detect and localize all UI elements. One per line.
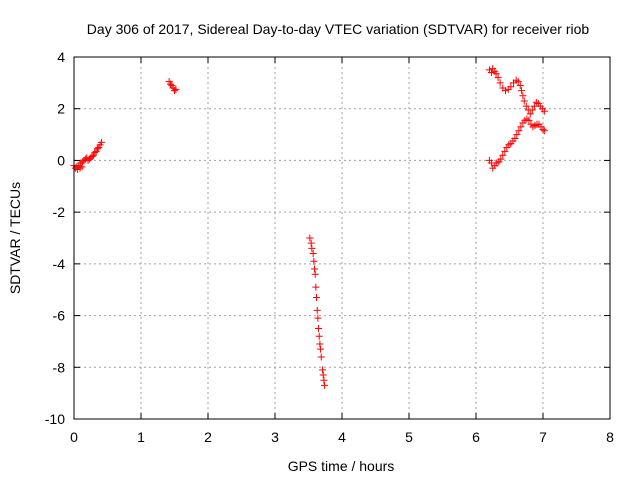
y-tick-label: 4: [57, 49, 65, 65]
data-point: [307, 239, 315, 247]
data-point: [516, 81, 524, 89]
data-point: [311, 265, 319, 273]
axis-ticks: [73, 56, 611, 420]
y-tick-label: -6: [53, 308, 66, 324]
data-points: [70, 65, 548, 389]
data-point: [497, 155, 505, 163]
y-tick-label: -4: [53, 256, 66, 272]
data-point: [496, 79, 504, 87]
data-point: [97, 138, 105, 146]
grid-lines: [74, 57, 610, 419]
x-tick-label: 6: [472, 429, 480, 445]
plot-frame: [73, 56, 611, 420]
data-point: [314, 314, 322, 322]
data-point: [311, 270, 319, 278]
x-tick-label: 8: [606, 429, 614, 445]
data-point: [315, 325, 323, 332]
data-point: [507, 83, 515, 91]
data-point: [309, 250, 317, 258]
data-point: [515, 127, 523, 135]
data-point: [517, 123, 525, 131]
data-point: [518, 87, 526, 95]
x-tick-label: 1: [137, 429, 145, 445]
data-point: [540, 107, 548, 115]
data-point: [166, 80, 174, 88]
data-point: [317, 353, 325, 361]
data-point: [487, 69, 495, 77]
data-point: [525, 116, 533, 124]
y-tick-labels: -10 -8 -6 -4 -2 0 2 4: [45, 49, 65, 427]
data-point: [522, 102, 530, 110]
data-point: [78, 163, 86, 171]
data-point: [530, 102, 538, 110]
x-tick-labels: 0 1 2 3 4 5 6 7 8: [70, 429, 614, 445]
data-point: [91, 149, 99, 157]
data-point: [492, 70, 500, 78]
data-point: [171, 87, 178, 95]
data-point: [526, 110, 534, 118]
data-point: [93, 145, 101, 153]
data-point: [540, 127, 548, 135]
chart-title: Day 306 of 2017, Sidereal Day-to-day VTE…: [87, 21, 590, 37]
y-tick-label: -10: [45, 411, 65, 427]
y-tick-label: -8: [53, 359, 66, 375]
data-point: [520, 97, 528, 105]
y-tick-label: 0: [57, 152, 65, 168]
x-tick-label: 7: [539, 429, 547, 445]
data-point: [313, 306, 321, 314]
data-point: [319, 371, 327, 379]
data-point: [321, 381, 329, 389]
data-point: [513, 131, 521, 139]
data-point: [316, 340, 324, 348]
data-point: [310, 257, 318, 265]
data-point: [88, 153, 96, 161]
x-tick-label: 5: [405, 429, 413, 445]
data-point: [494, 74, 502, 82]
x-tick-label: 0: [70, 429, 78, 445]
data-point: [308, 244, 316, 252]
data-point: [539, 125, 547, 133]
y-tick-label: 2: [57, 101, 65, 117]
y-tick-label: -2: [53, 204, 66, 220]
data-point: [501, 147, 509, 155]
data-point: [312, 283, 320, 291]
x-axis-label: GPS time / hours: [288, 458, 395, 474]
data-point: [519, 92, 527, 100]
data-point: [511, 134, 519, 142]
data-point: [306, 234, 314, 242]
data-point: [313, 293, 321, 301]
data-point: [528, 106, 536, 114]
data-point: [315, 332, 323, 340]
data-point: [320, 376, 328, 384]
data-point: [172, 85, 180, 93]
x-tick-label: 2: [204, 429, 212, 445]
data-point: [514, 78, 522, 86]
x-tick-label: 3: [271, 429, 279, 445]
data-point: [317, 345, 325, 353]
data-point: [499, 151, 507, 159]
y-axis-label: SDTVAR / TECUs: [7, 182, 23, 294]
x-tick-label: 4: [338, 429, 346, 445]
data-point: [319, 366, 327, 374]
